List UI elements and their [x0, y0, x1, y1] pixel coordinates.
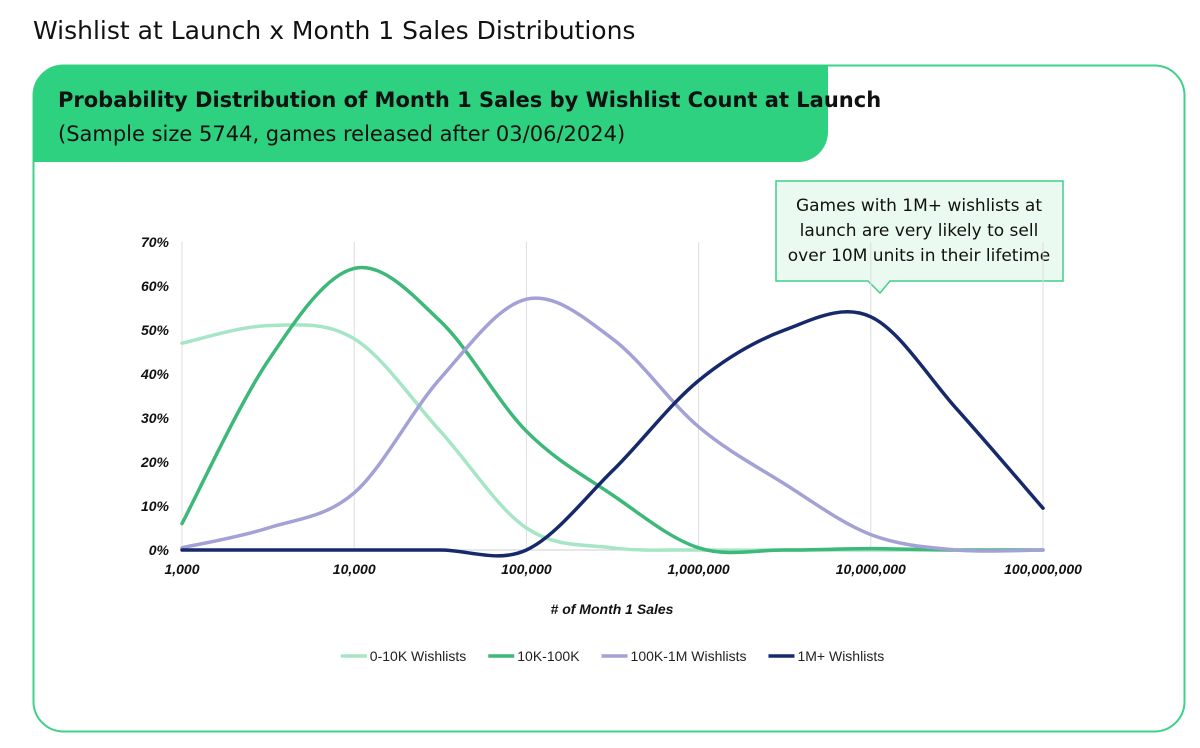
x-tick-label: 1,000 [164, 561, 199, 577]
series-line [180, 265, 1045, 555]
y-tick-label: 20% [140, 454, 170, 470]
card [32, 64, 1186, 733]
page-title: Wishlist at Launch x Month 1 Sales Distr… [33, 16, 635, 45]
x-tick-label: 1,000,000 [667, 561, 729, 577]
x-tick-label: 10,000 [333, 561, 376, 577]
x-tick-label: 10,000,000 [836, 561, 906, 577]
x-axis-label: # of Month 1 Sales [551, 601, 674, 617]
legend-label: 100K-1M Wishlists [631, 648, 747, 664]
callout-text: over 10M units in their lifetime [788, 246, 1050, 266]
y-tick-label: 40% [140, 366, 170, 382]
chart-subtitle: (Sample size 5744, games released after … [58, 122, 625, 146]
callout-text: launch are very likely to sell [800, 221, 1039, 241]
y-tick-label: 60% [141, 278, 170, 294]
series-line [180, 296, 1045, 553]
y-tick-label: 70% [141, 234, 170, 250]
callout-text: Games with 1M+ wishlists at [796, 196, 1042, 216]
y-tick-label: 10% [141, 498, 170, 514]
x-tick-label: 100,000,000 [1004, 561, 1082, 577]
y-tick-label: 30% [141, 410, 170, 426]
callout [775, 180, 1064, 295]
y-tick-label: 0% [149, 542, 170, 558]
header-tab [33, 65, 828, 162]
x-tick-label: 100,000 [501, 561, 552, 577]
legend-label: 0-10K Wishlists [370, 648, 466, 664]
y-tick-label: 50% [141, 322, 170, 338]
legend-label: 1M+ Wishlists [797, 648, 884, 664]
chart-title: Probability Distribution of Month 1 Sale… [58, 88, 881, 112]
series-line [180, 310, 1045, 558]
legend-label: 10K-100K [517, 648, 580, 664]
